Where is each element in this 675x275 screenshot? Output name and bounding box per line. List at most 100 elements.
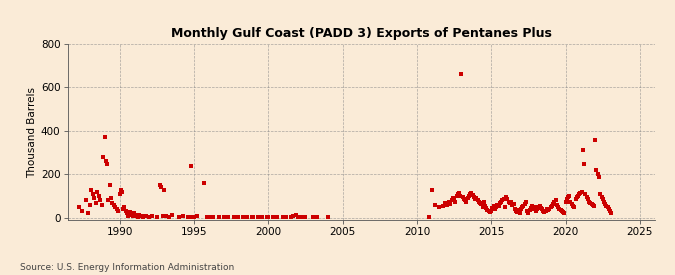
Point: [494, 200, 505, 205]
Point: [587, 203, 598, 207]
Point: [102, 161, 113, 166]
Point: [443, 199, 454, 204]
Point: [182, 214, 193, 219]
Point: [449, 197, 460, 202]
Point: [151, 214, 162, 219]
Point: [105, 196, 116, 200]
Point: [248, 214, 259, 219]
Point: [457, 195, 468, 199]
Point: [570, 197, 581, 202]
Point: [475, 200, 485, 205]
Point: [199, 181, 210, 185]
Point: [514, 211, 525, 216]
Point: [173, 214, 184, 219]
Point: [439, 200, 450, 205]
Point: [89, 196, 100, 200]
Point: [87, 192, 98, 196]
Point: [441, 203, 452, 207]
Point: [595, 192, 605, 196]
Point: [533, 205, 544, 209]
Point: [118, 207, 129, 211]
Point: [92, 189, 103, 194]
Point: [208, 214, 219, 219]
Point: [489, 207, 500, 211]
Point: [560, 199, 571, 204]
Point: [517, 205, 528, 209]
Point: [471, 196, 482, 200]
Point: [263, 214, 273, 219]
Point: [160, 213, 171, 218]
Point: [95, 198, 105, 203]
Point: [544, 207, 555, 211]
Point: [423, 214, 434, 219]
Point: [163, 214, 174, 219]
Point: [513, 208, 524, 212]
Point: [504, 200, 515, 205]
Point: [464, 192, 475, 196]
Point: [77, 209, 88, 213]
Point: [101, 159, 111, 164]
Point: [550, 198, 561, 203]
Point: [450, 199, 460, 204]
Point: [488, 204, 499, 208]
Point: [156, 185, 167, 189]
Point: [437, 204, 448, 208]
Point: [312, 214, 323, 219]
Point: [246, 214, 257, 219]
Point: [510, 207, 520, 211]
Point: [90, 200, 101, 205]
Point: [532, 207, 543, 211]
Point: [572, 194, 583, 198]
Point: [120, 209, 131, 213]
Point: [125, 210, 136, 214]
Point: [434, 205, 445, 209]
Point: [104, 183, 115, 188]
Point: [603, 207, 614, 211]
Point: [147, 213, 158, 218]
Point: [547, 204, 558, 208]
Point: [578, 161, 589, 166]
Point: [537, 207, 547, 211]
Point: [429, 203, 440, 207]
Point: [292, 214, 303, 219]
Point: [565, 199, 576, 204]
Point: [288, 213, 299, 218]
Point: [473, 199, 484, 204]
Point: [291, 212, 302, 217]
Point: [130, 212, 141, 217]
Point: [501, 195, 512, 199]
Point: [553, 205, 564, 209]
Point: [445, 202, 456, 206]
Point: [218, 214, 229, 219]
Point: [583, 197, 593, 202]
Point: [257, 214, 268, 219]
Point: [479, 199, 489, 204]
Point: [558, 210, 568, 214]
Point: [159, 187, 169, 192]
Point: [138, 214, 148, 219]
Point: [602, 205, 613, 209]
Point: [233, 214, 244, 219]
Point: [497, 198, 508, 203]
Point: [261, 214, 272, 219]
Point: [575, 191, 586, 195]
Point: [566, 202, 577, 206]
Point: [187, 214, 198, 219]
Point: [574, 192, 585, 196]
Point: [586, 202, 597, 206]
Point: [296, 214, 306, 219]
Point: [512, 210, 522, 214]
Point: [451, 194, 462, 198]
Point: [597, 197, 608, 202]
Point: [523, 211, 534, 216]
Point: [267, 214, 278, 219]
Point: [93, 194, 104, 198]
Point: [545, 205, 556, 209]
Point: [455, 194, 466, 198]
Point: [576, 189, 587, 194]
Point: [214, 214, 225, 219]
Point: [461, 199, 472, 204]
Point: [99, 135, 110, 140]
Point: [186, 163, 196, 168]
Point: [307, 214, 318, 219]
